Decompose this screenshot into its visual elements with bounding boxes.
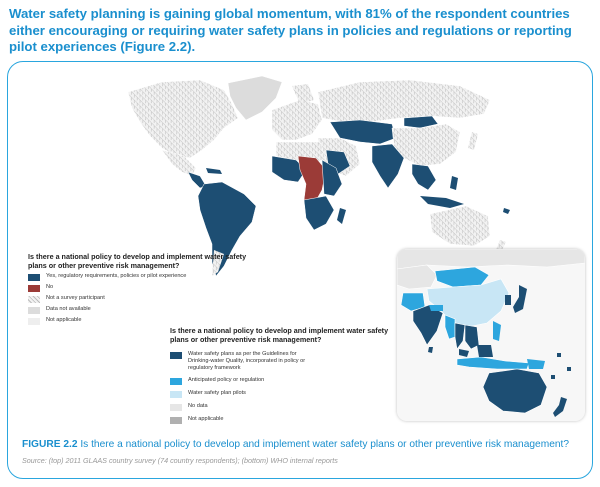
figure-caption: FIGURE 2.2 Is there a national policy to…	[22, 438, 588, 451]
legend-top-label: Not a survey participant	[46, 295, 105, 301]
legend-bottom: Is there a national policy to develop an…	[170, 326, 395, 424]
central-asia	[329, 119, 397, 145]
figure-label: FIGURE 2.2	[22, 439, 78, 450]
east-africa	[321, 159, 343, 197]
legend-top-item: No	[28, 284, 258, 292]
west-africa	[271, 155, 307, 183]
scandinavia	[292, 84, 314, 104]
mongolia	[403, 115, 439, 129]
legend-bottom-label: Anticipated policy or regulation	[188, 377, 265, 383]
legend-bottom-question: Is there a national policy to develop an…	[170, 326, 389, 344]
inset-myanmar	[444, 314, 456, 340]
swatch-not-participant	[28, 296, 40, 303]
swatch-yes	[28, 274, 40, 281]
legend-bottom-item: Water safety plan pilots	[170, 390, 395, 398]
headline: Water safety planning is gaining global …	[9, 6, 572, 54]
figure-caption-text: Is there a national policy to develop an…	[77, 439, 570, 450]
inset-indonesia	[456, 356, 530, 370]
swatch-no	[28, 285, 40, 292]
pacific-islands	[503, 208, 510, 214]
europe	[271, 99, 323, 141]
legend-top-label: Yes, regulatory requirements, policies o…	[46, 273, 187, 279]
inset-nepal	[429, 305, 443, 311]
indonesia	[420, 196, 464, 208]
swatch-policy	[170, 352, 182, 359]
north-america	[127, 79, 239, 159]
legend-bottom-item: Anticipated policy or regulation	[170, 377, 395, 385]
inset-new-zealand	[553, 397, 567, 417]
swatch-not-applicable	[28, 318, 40, 325]
legend-bottom-label: Water safety plan pilots	[188, 390, 246, 396]
swatch-anticipated	[170, 378, 182, 385]
inset-korea	[505, 295, 511, 305]
source-note: Source: (top) 2011 GLAAS country survey …	[22, 456, 338, 465]
south-america	[197, 181, 257, 277]
southeast-asia	[411, 163, 437, 191]
legend-top-item: Yes, regulatory requirements, policies o…	[28, 273, 258, 281]
south-america-south	[212, 250, 224, 276]
inset-sri-lanka	[428, 347, 433, 353]
inset-japan	[513, 285, 527, 313]
inset-map-graphic	[397, 249, 585, 421]
inset-australia	[482, 368, 548, 414]
legend-bottom-item: Not applicable	[170, 416, 395, 424]
inset-philippines	[493, 321, 501, 341]
russia	[317, 79, 491, 123]
legend-top-label: No	[46, 284, 54, 290]
legend-top-question: Is there a national policy to develop an…	[28, 252, 247, 270]
legend-top-label: Not applicable	[46, 317, 82, 323]
legend-top-item: Data not available	[28, 306, 258, 314]
legend-top: Is there a national policy to develop an…	[28, 252, 258, 325]
inset-png	[527, 359, 545, 369]
legend-top-label: Data not available	[46, 306, 91, 312]
inset-indochina	[464, 324, 480, 350]
swatch-pilots	[170, 391, 182, 398]
swatch-na	[170, 417, 182, 424]
asia-pacific-inset-map	[397, 249, 585, 421]
japan	[468, 132, 478, 150]
inset-pacific-islands	[551, 353, 571, 379]
philippines	[450, 176, 458, 190]
south-asia	[371, 143, 405, 189]
madagascar	[337, 208, 346, 224]
legend-bottom-label: No data	[188, 403, 208, 409]
inset-central-asia	[397, 264, 438, 290]
swatch-no-data	[170, 404, 182, 411]
legend-bottom-label: Not applicable	[188, 416, 224, 422]
legend-top-item: Not applicable	[28, 317, 258, 325]
swatch-data-not-available	[28, 307, 40, 314]
greenland	[227, 75, 283, 121]
australia	[429, 205, 491, 247]
legend-top-item: Not a survey participant	[28, 295, 258, 303]
legend-bottom-item: No data	[170, 403, 395, 411]
southern-africa	[303, 195, 335, 231]
inset-borneo	[477, 345, 493, 357]
inset-thailand	[454, 322, 466, 350]
inset-malaysia	[459, 349, 469, 357]
legend-bottom-item: Water safety plans as per the Guidelines…	[170, 351, 395, 372]
legend-bottom-label: Water safety plans as per the Guidelines…	[188, 351, 306, 371]
caribbean	[206, 168, 222, 174]
